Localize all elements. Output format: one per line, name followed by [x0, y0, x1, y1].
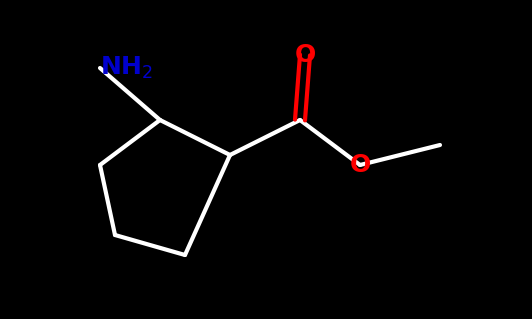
Text: O: O — [350, 153, 371, 177]
Text: NH$_2$: NH$_2$ — [100, 55, 153, 81]
Text: O: O — [294, 43, 315, 67]
